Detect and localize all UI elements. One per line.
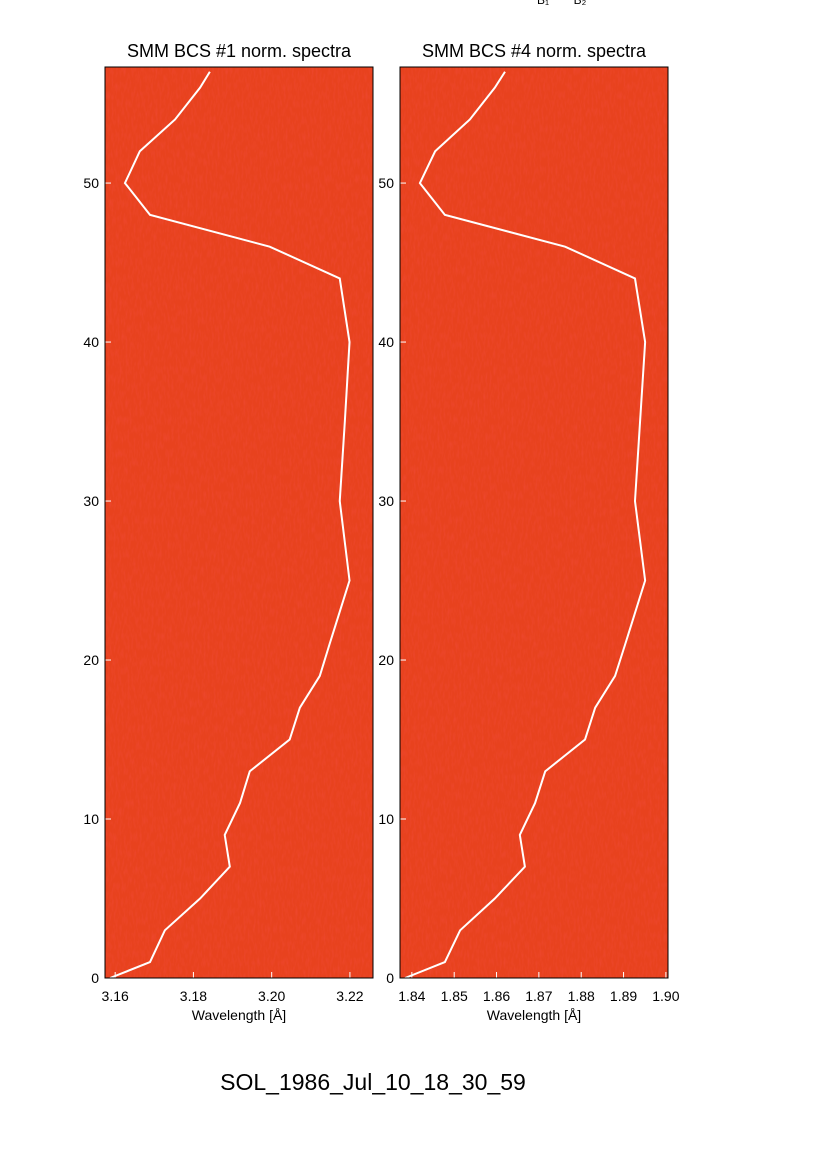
x-tick-label: 1.88	[568, 988, 595, 1004]
x-tick-label: 3.18	[180, 988, 207, 1004]
x-tick-label: 3.22	[336, 988, 363, 1004]
plot-frame	[104, 66, 374, 979]
x-tick-label: 3.16	[102, 988, 129, 1004]
x-tick-label: 1.89	[610, 988, 637, 1004]
y-tick-label: 0	[386, 970, 394, 986]
y-tick-label: 10	[378, 811, 394, 827]
y-tick-label: 20	[378, 652, 394, 668]
header-label: B₁	[537, 0, 549, 7]
light-curve	[109, 71, 351, 979]
y-tick-label: 40	[378, 334, 394, 350]
x-tick-label: 1.90	[652, 988, 679, 1004]
header-label: B₂	[574, 0, 587, 7]
y-tick-label: 20	[83, 652, 99, 668]
y-tick-label: 40	[83, 334, 99, 350]
x-tick-label: 1.84	[398, 988, 425, 1004]
x-tick-label: 1.86	[483, 988, 510, 1004]
figure-footer: SOL_1986_Jul_10_18_30_59	[220, 1069, 526, 1095]
y-tick-label: 10	[83, 811, 99, 827]
x-tick-label: 1.85	[441, 988, 468, 1004]
x-tick-label: 3.20	[258, 988, 285, 1004]
plot-frame	[399, 66, 669, 979]
y-tick-label: 50	[378, 175, 394, 191]
panel-title: SMM BCS #1 norm. spectra	[127, 41, 352, 61]
y-tick-label: 50	[83, 175, 99, 191]
y-tick-label: 30	[83, 493, 99, 509]
x-axis-label: Wavelength [Å]	[487, 1007, 581, 1023]
spectrum-noise	[105, 67, 373, 978]
light-curve	[404, 71, 647, 979]
panel-title: SMM BCS #4 norm. spectra	[422, 41, 647, 61]
x-axis-label: Wavelength [Å]	[192, 1007, 286, 1023]
spectrum-noise	[400, 67, 668, 978]
x-tick-label: 1.87	[525, 988, 552, 1004]
y-tick-label: 0	[91, 970, 99, 986]
y-tick-label: 30	[378, 493, 394, 509]
